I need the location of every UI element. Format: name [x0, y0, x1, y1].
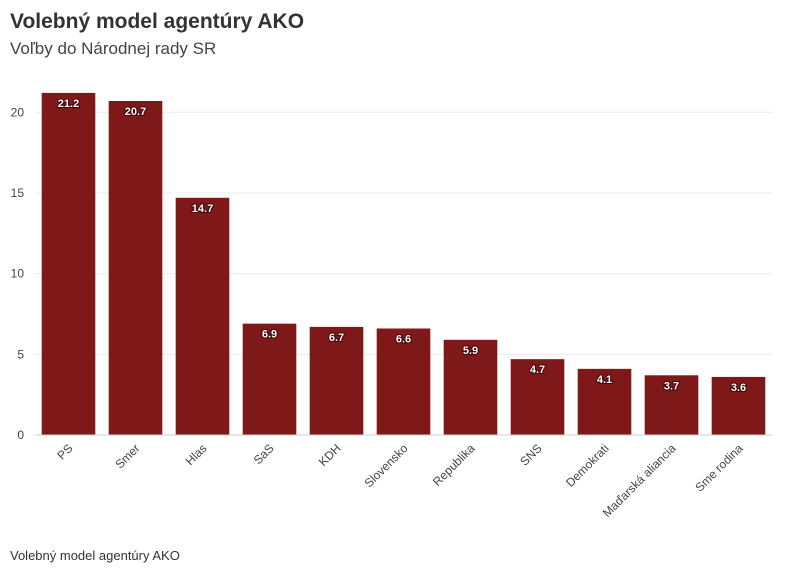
- y-tick-label: 15: [11, 186, 25, 200]
- bars: [41, 92, 766, 436]
- source-note: Volebný model agentúry AKO: [10, 548, 180, 563]
- x-tick-label: Hlas: [183, 441, 210, 468]
- x-tick-label: PS: [54, 441, 75, 462]
- data-label: 20.7: [125, 106, 146, 118]
- x-axis-labels: PS Smer Hlas SaS KDH Slovensko Republika SNS Dem…: [54, 441, 745, 520]
- bar: [376, 328, 431, 435]
- x-tick-label: Smer: [112, 441, 142, 471]
- data-label: 21.2: [58, 98, 79, 110]
- data-labels: 21.2 20.7 14.7 6.9 6.7 6.6 5.9 4.7 4.1 3.7 3.6: [57, 97, 747, 395]
- x-tick-label: Sme rodina: [692, 441, 746, 495]
- data-label: 4.1: [597, 374, 612, 386]
- x-tick-label: SaS: [251, 441, 277, 467]
- x-tick-label: Demokrati: [563, 441, 612, 490]
- bar-chart: 0 5 10 15 20 21.2 20.7 14.7 6.9 6.7 6.6 5.9 4.7 4.1 3…: [11, 92, 772, 520]
- data-label: 4.7: [530, 364, 545, 376]
- x-tick-label: Maďarská aliancia: [600, 441, 679, 520]
- bar: [108, 100, 163, 436]
- bar: [242, 323, 297, 435]
- x-tick-label: Slovensko: [362, 441, 411, 490]
- y-tick-label: 5: [17, 347, 24, 361]
- chart-subtitle: Voľby do Národnej rady SR: [10, 39, 217, 58]
- data-label: 3.7: [664, 380, 679, 392]
- data-label: 6.6: [396, 334, 411, 346]
- data-label: 5.9: [463, 345, 478, 357]
- bar: [510, 359, 565, 435]
- x-tick-label: SNS: [517, 441, 544, 468]
- y-tick-label: 0: [17, 428, 24, 442]
- chart-title: Volebný model agentúry AKO: [10, 10, 305, 33]
- x-tick-label: KDH: [316, 441, 344, 469]
- bar: [309, 326, 364, 435]
- bar: [443, 339, 498, 435]
- x-tick-label: Republika: [430, 441, 478, 489]
- data-label: 3.6: [731, 382, 746, 394]
- data-label: 6.7: [329, 332, 344, 344]
- bar: [644, 375, 699, 435]
- bar: [175, 197, 230, 435]
- data-label: 14.7: [192, 203, 213, 215]
- y-tick-label: 10: [11, 267, 25, 281]
- y-tick-label: 20: [11, 105, 25, 119]
- bar: [577, 368, 632, 435]
- y-axis-ticks: 0 5 10 15 20: [11, 105, 25, 442]
- bar: [711, 376, 766, 435]
- data-label: 6.9: [262, 329, 277, 341]
- bar: [41, 92, 96, 435]
